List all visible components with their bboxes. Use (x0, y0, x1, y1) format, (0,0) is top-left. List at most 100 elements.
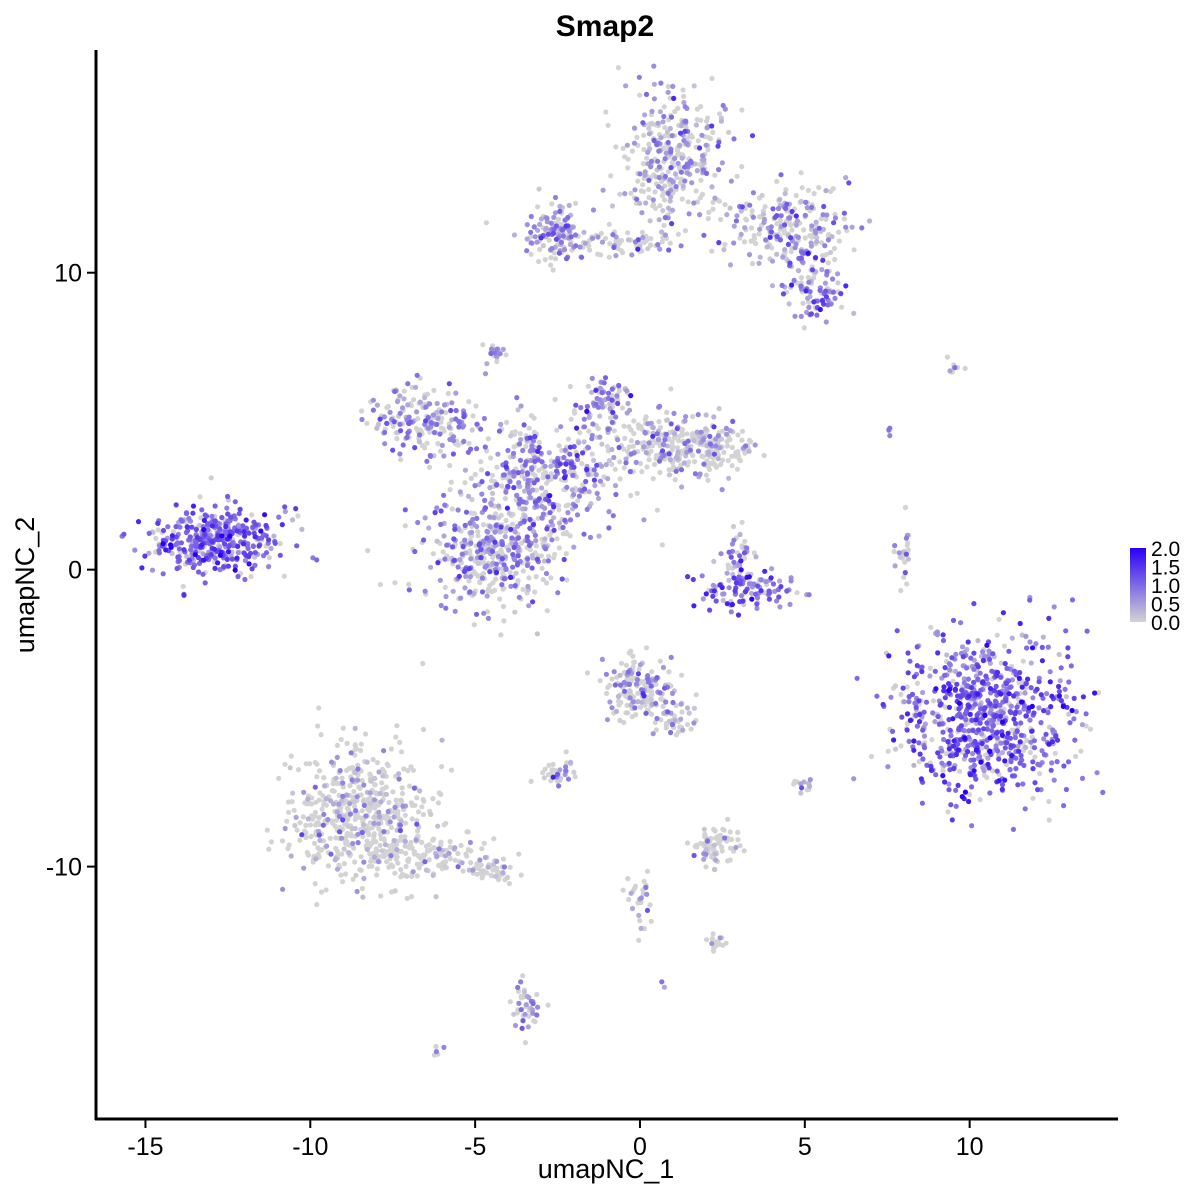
cell-point (609, 397, 615, 403)
cell-point (359, 808, 365, 814)
cell-point (449, 417, 455, 423)
cell-point (491, 515, 497, 521)
cell-point (403, 863, 409, 870)
cell-point (827, 249, 834, 256)
cell-point (165, 524, 171, 530)
cell-point (665, 169, 671, 175)
cell-point (352, 725, 358, 732)
cell-point (383, 813, 389, 819)
cell-point (503, 566, 509, 572)
cell-point (506, 547, 512, 553)
cell-point (609, 461, 615, 467)
cell-point (615, 400, 621, 407)
cell-point (384, 859, 390, 865)
cell-point (636, 425, 642, 431)
cell-point (761, 452, 767, 459)
cell-point (530, 1010, 536, 1016)
cell-point (581, 531, 587, 537)
cell-point (978, 759, 984, 765)
cell-point (543, 489, 549, 495)
cell-point (556, 216, 562, 222)
cell-point (940, 768, 946, 774)
cell-point (802, 212, 808, 218)
cell-point (557, 767, 563, 773)
cell-point (704, 838, 711, 844)
cell-point (482, 505, 489, 511)
cell-point (901, 574, 907, 580)
cell-point (839, 304, 845, 310)
cell-point (561, 556, 567, 563)
cell-point (442, 502, 448, 508)
cell-point (887, 433, 893, 439)
cell-point (374, 425, 380, 431)
cell-point (680, 427, 686, 433)
cell-point (678, 169, 684, 175)
cell-point (386, 864, 392, 870)
cell-point (806, 279, 812, 285)
cell-point (628, 890, 634, 896)
cell-point (977, 753, 983, 760)
cell-point (550, 230, 557, 236)
cell-point (550, 267, 556, 273)
cell-point (731, 537, 737, 543)
cell-point (683, 414, 689, 420)
cell-point (962, 711, 969, 717)
cell-point (832, 215, 839, 221)
cell-point (731, 223, 737, 229)
cell-point (1046, 741, 1052, 747)
cell-point (993, 730, 1000, 736)
cell-point (718, 436, 725, 442)
cell-point (485, 471, 491, 477)
cell-point (332, 857, 338, 863)
cell-point (1069, 597, 1076, 603)
cell-point (735, 837, 741, 843)
cell-point (625, 230, 631, 236)
cell-point (370, 397, 376, 403)
cell-point (427, 847, 433, 853)
cell-point (534, 991, 540, 998)
cell-point (667, 125, 673, 132)
cell-point (644, 891, 650, 897)
cell-point (405, 857, 411, 864)
cell-point (229, 556, 235, 562)
cell-point (549, 537, 555, 543)
cell-point (611, 454, 617, 461)
cell-point (942, 665, 948, 671)
cell-point (639, 469, 645, 475)
cell-point (953, 751, 960, 758)
cell-point (770, 581, 777, 587)
cell-point (967, 772, 973, 778)
cell-point (513, 570, 519, 576)
cell-point (906, 738, 912, 745)
cell-point (409, 816, 415, 822)
cell-point (905, 556, 912, 562)
cell-point (412, 548, 418, 555)
cell-point (489, 548, 496, 555)
cell-point (248, 573, 254, 580)
cell-point (431, 387, 437, 393)
cell-point (670, 83, 676, 89)
cell-point (528, 213, 534, 220)
cell-point (532, 499, 539, 505)
cell-point (518, 403, 524, 409)
cell-point (241, 529, 247, 535)
cell-point (447, 838, 453, 845)
cell-point (372, 782, 378, 788)
cell-point (783, 187, 789, 193)
cell-point (359, 885, 365, 892)
cell-point (584, 403, 591, 410)
cell-point (391, 419, 397, 425)
cell-point (706, 466, 713, 473)
cell-point (851, 310, 857, 316)
cell-point (741, 239, 748, 245)
cell-point (627, 407, 633, 413)
cell-point (727, 205, 733, 211)
cell-point (909, 691, 916, 698)
cell-point (208, 552, 214, 558)
cell-point (471, 510, 478, 517)
cell-point (593, 387, 599, 393)
cell-point (1043, 731, 1049, 737)
cell-point (946, 787, 952, 793)
cell-point (546, 450, 552, 456)
cell-point (343, 839, 349, 845)
